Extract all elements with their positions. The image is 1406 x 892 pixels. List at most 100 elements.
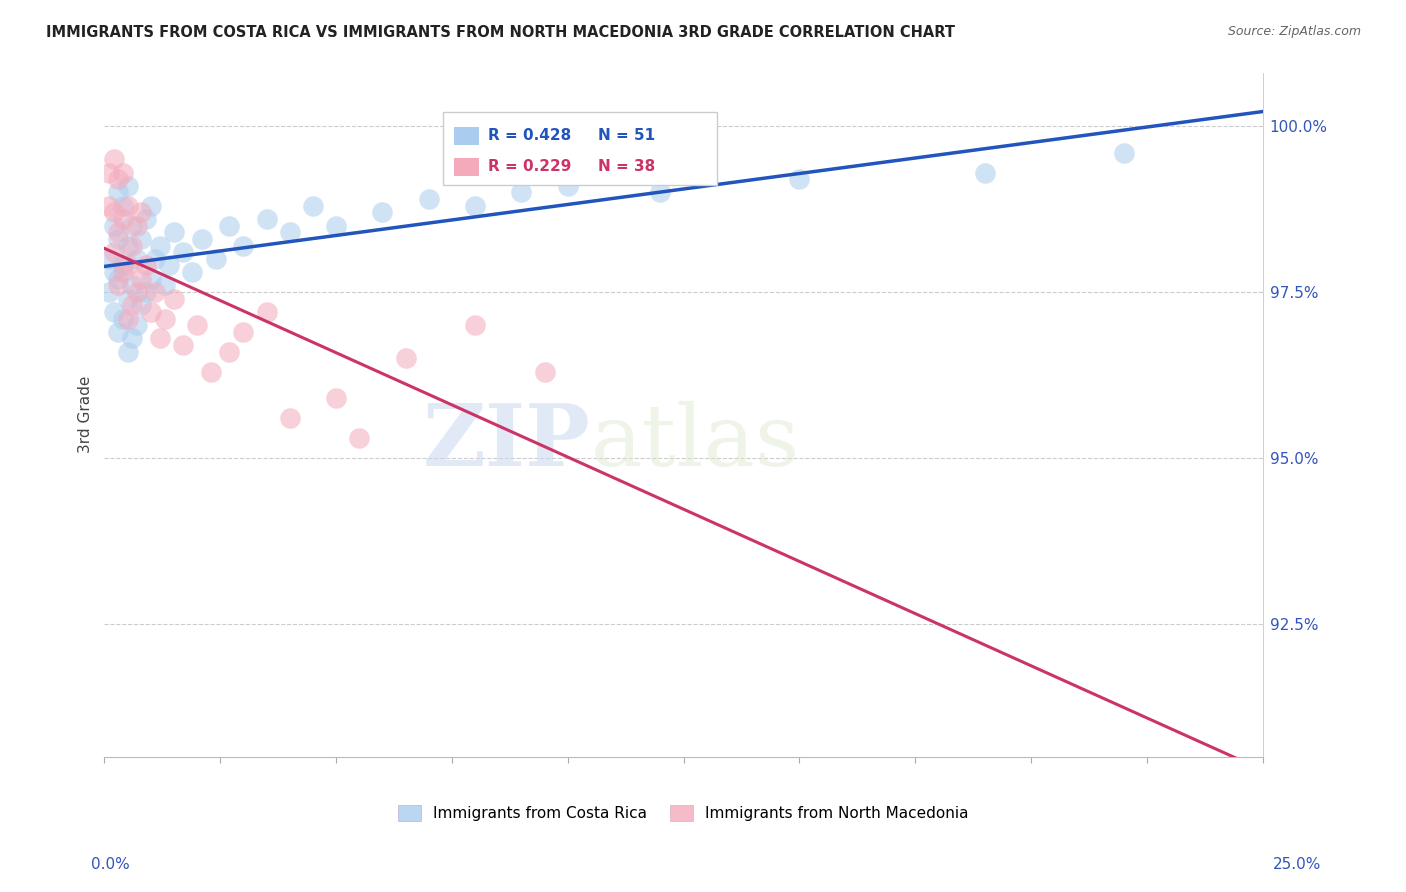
Point	[107, 225, 129, 239]
Point	[125, 252, 148, 266]
Point	[973, 165, 995, 179]
Point	[256, 212, 278, 227]
Point	[143, 285, 166, 299]
Point	[98, 165, 121, 179]
Point	[103, 153, 125, 167]
Point	[107, 186, 129, 200]
Point	[232, 325, 254, 339]
Point	[190, 232, 212, 246]
Point	[117, 259, 139, 273]
Point	[464, 318, 486, 333]
Point	[131, 205, 153, 219]
Point	[394, 351, 416, 366]
Point	[218, 344, 240, 359]
Point	[200, 365, 222, 379]
Point	[1112, 145, 1135, 160]
Point	[533, 365, 555, 379]
Point	[789, 172, 811, 186]
Point	[117, 292, 139, 306]
Point	[98, 285, 121, 299]
Point	[117, 311, 139, 326]
Point	[218, 219, 240, 233]
Point	[121, 238, 143, 252]
Text: 25.0%: 25.0%	[1274, 857, 1322, 872]
Text: atlas: atlas	[591, 401, 800, 483]
Point	[181, 265, 204, 279]
Point	[111, 199, 134, 213]
Point	[418, 192, 440, 206]
Point	[107, 172, 129, 186]
Point	[204, 252, 226, 266]
Point	[98, 199, 121, 213]
Text: R = 0.428: R = 0.428	[488, 128, 571, 143]
Point	[135, 285, 157, 299]
Point	[131, 232, 153, 246]
Point	[139, 305, 162, 319]
Point	[121, 219, 143, 233]
Point	[111, 259, 134, 273]
Text: ZIP: ZIP	[423, 401, 591, 484]
Point	[117, 199, 139, 213]
Point	[111, 311, 134, 326]
Point	[111, 165, 134, 179]
Point	[172, 245, 194, 260]
Point	[117, 238, 139, 252]
Point	[121, 298, 143, 312]
Point	[153, 278, 176, 293]
Point	[325, 391, 347, 405]
Point	[107, 232, 129, 246]
Point	[139, 271, 162, 285]
Point	[107, 325, 129, 339]
Point	[347, 431, 370, 445]
Text: R = 0.229: R = 0.229	[488, 160, 571, 174]
Point	[135, 259, 157, 273]
Point	[103, 245, 125, 260]
Text: IMMIGRANTS FROM COSTA RICA VS IMMIGRANTS FROM NORTH MACEDONIA 3RD GRADE CORRELAT: IMMIGRANTS FROM COSTA RICA VS IMMIGRANTS…	[46, 25, 956, 40]
Point	[139, 199, 162, 213]
Point	[121, 278, 143, 293]
Point	[302, 199, 325, 213]
Legend: Immigrants from Costa Rica, Immigrants from North Macedonia: Immigrants from Costa Rica, Immigrants f…	[392, 799, 974, 828]
Point	[143, 252, 166, 266]
Point	[172, 338, 194, 352]
Text: N = 38: N = 38	[598, 160, 655, 174]
Point	[157, 259, 180, 273]
Point	[325, 219, 347, 233]
Point	[186, 318, 208, 333]
Point	[557, 178, 579, 193]
Point	[153, 311, 176, 326]
Point	[121, 331, 143, 345]
Point	[107, 278, 129, 293]
Point	[163, 225, 186, 239]
Text: Source: ZipAtlas.com: Source: ZipAtlas.com	[1227, 25, 1361, 38]
Point	[278, 225, 301, 239]
Point	[125, 318, 148, 333]
Point	[278, 411, 301, 425]
Point	[371, 205, 394, 219]
Point	[510, 186, 533, 200]
Point	[117, 344, 139, 359]
Point	[149, 331, 172, 345]
Point	[163, 292, 186, 306]
Point	[125, 285, 148, 299]
Point	[135, 212, 157, 227]
Point	[232, 238, 254, 252]
Point	[103, 219, 125, 233]
Point	[256, 305, 278, 319]
Text: 0.0%: 0.0%	[91, 857, 131, 872]
Point	[464, 199, 486, 213]
Point	[111, 212, 134, 227]
Point	[117, 178, 139, 193]
Point	[650, 186, 672, 200]
Text: N = 51: N = 51	[598, 128, 655, 143]
Point	[149, 238, 172, 252]
Point	[125, 219, 148, 233]
Point	[131, 298, 153, 312]
Point	[107, 271, 129, 285]
Y-axis label: 3rd Grade: 3rd Grade	[79, 376, 93, 453]
Point	[103, 205, 125, 219]
Point	[111, 265, 134, 279]
Point	[103, 305, 125, 319]
Point	[131, 271, 153, 285]
Point	[98, 252, 121, 266]
